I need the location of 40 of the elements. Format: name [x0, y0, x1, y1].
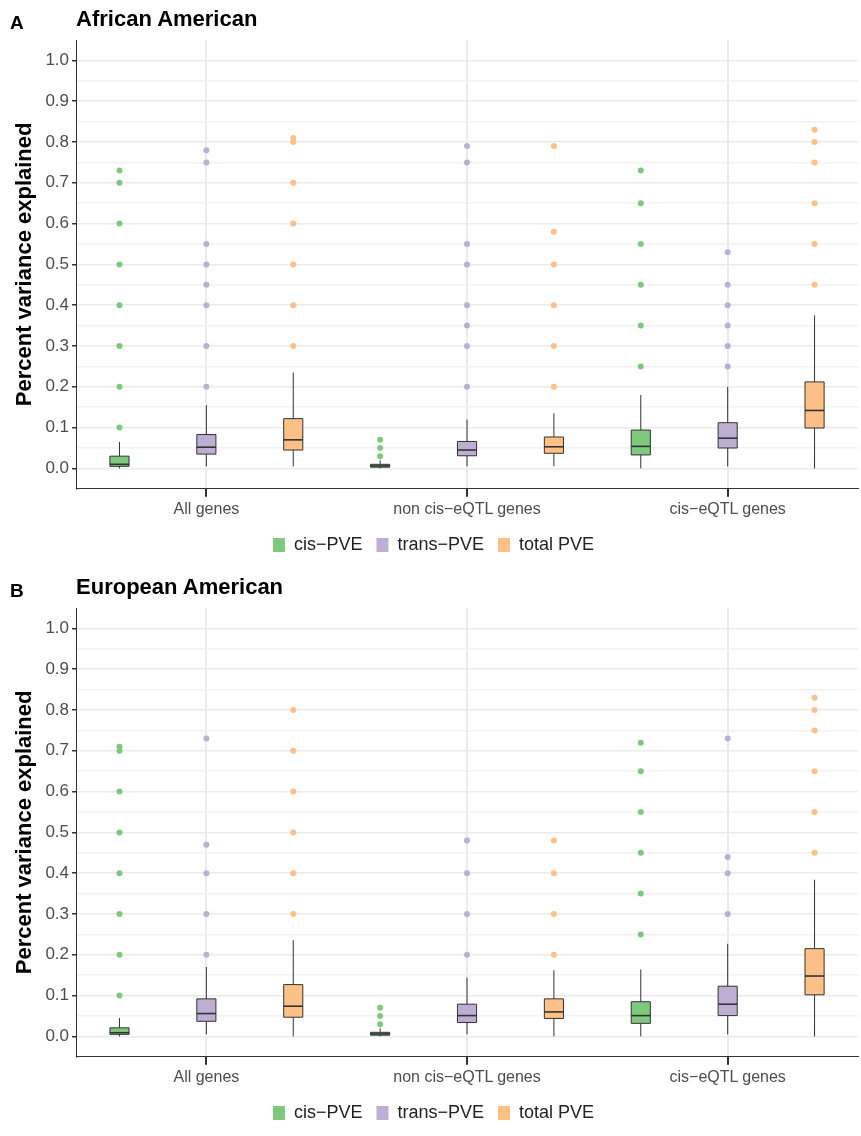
- y-tick-label: 0.4: [45, 294, 70, 314]
- legend-label: total PVE: [519, 533, 595, 554]
- y-tick-label: 1.0: [45, 50, 70, 70]
- y-tick-label: 0.3: [45, 335, 70, 355]
- text: A: [10, 12, 24, 34]
- y-tick-label: 0.2: [45, 944, 70, 964]
- legend-label: trans−PVE: [397, 533, 485, 554]
- y-tick-label: 0.3: [45, 903, 70, 923]
- y-tick-label: 0.7: [45, 172, 70, 192]
- y-tick-label: 1.0: [45, 618, 70, 638]
- y-tick-label: 0.8: [45, 131, 70, 151]
- legend-label: cis−PVE: [293, 533, 363, 554]
- legend-label: trans−PVE: [397, 1101, 485, 1122]
- y-tick-label: 0.9: [45, 90, 70, 110]
- y-tick-label: 0.1: [45, 985, 70, 1005]
- y-tick-label: 0.6: [45, 781, 70, 801]
- y-tick-label: 0.8: [45, 699, 70, 719]
- x-tick-label: non cis−eQTL genes: [393, 1067, 541, 1085]
- y-axis-title: Percent variance explained: [11, 122, 37, 407]
- y-tick-label: 0.6: [45, 213, 70, 233]
- y-tick-label: 0.0: [45, 1026, 70, 1046]
- x-tick-label: All genes: [173, 1067, 240, 1085]
- y-tick-label: 0.1: [45, 417, 70, 437]
- y-tick-label: 0.0: [45, 458, 70, 478]
- y-tick-label: 0.7: [45, 740, 70, 760]
- y-tick-label: 0.5: [45, 254, 70, 274]
- x-tick-label: non cis−eQTL genes: [393, 499, 541, 517]
- legend-label: cis−PVE: [293, 1101, 363, 1122]
- x-tick-label: cis−eQTL genes: [669, 1067, 786, 1085]
- chart-title: European American: [76, 574, 284, 600]
- y-tick-label: 0.9: [45, 658, 70, 678]
- x-tick-label: All genes: [173, 499, 240, 517]
- y-tick-label: 0.4: [45, 862, 70, 882]
- y-axis-title: Percent variance explained: [11, 690, 37, 975]
- text: B: [10, 580, 24, 602]
- legend-label: total PVE: [519, 1101, 595, 1122]
- y-tick-label: 0.5: [45, 822, 70, 842]
- x-tick-label: cis−eQTL genes: [669, 499, 786, 517]
- y-tick-label: 0.2: [45, 376, 70, 396]
- chart-title: African American: [76, 6, 258, 32]
